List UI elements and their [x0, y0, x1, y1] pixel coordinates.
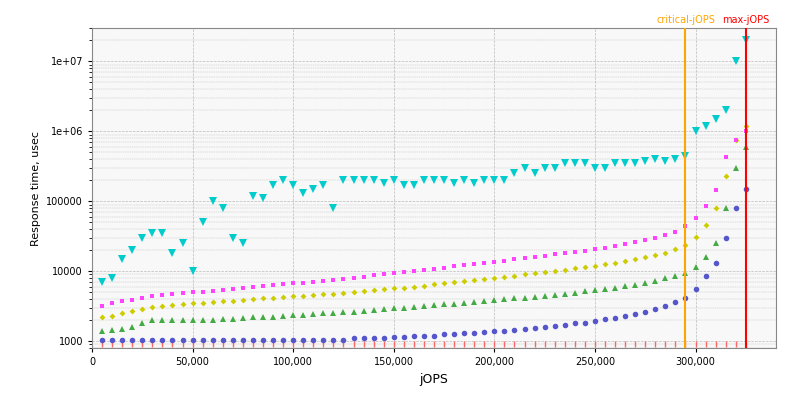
max	[248, 193, 258, 198]
Line: median: median	[99, 186, 749, 342]
90-th percentile	[288, 313, 298, 318]
max	[288, 183, 298, 188]
median	[650, 306, 660, 311]
95-th percentile	[98, 315, 107, 320]
median	[288, 337, 298, 342]
95-th percentile	[721, 174, 730, 178]
90-th percentile	[369, 308, 378, 312]
Line: 90-th percentile: 90-th percentile	[99, 144, 749, 334]
Text: critical-jOPS: critical-jOPS	[656, 15, 715, 25]
Y-axis label: Response time, usec: Response time, usec	[30, 130, 41, 246]
90-th percentile	[721, 206, 730, 210]
max	[650, 157, 660, 162]
max	[429, 178, 438, 183]
min	[288, 342, 298, 347]
90-th percentile	[98, 328, 107, 333]
99-th percentile	[741, 129, 750, 134]
99-th percentile	[369, 273, 378, 278]
median	[721, 236, 730, 240]
Line: 95-th percentile: 95-th percentile	[100, 124, 748, 319]
95-th percentile	[288, 294, 298, 299]
max	[369, 178, 378, 183]
90-th percentile	[248, 315, 258, 320]
max	[741, 38, 750, 43]
95-th percentile	[650, 253, 660, 258]
95-th percentile	[369, 288, 378, 293]
99-th percentile	[98, 304, 107, 308]
max	[721, 108, 730, 113]
Line: max: max	[98, 36, 750, 286]
99-th percentile	[650, 236, 660, 240]
95-th percentile	[248, 297, 258, 302]
99-th percentile	[288, 281, 298, 286]
Text: max-jOPS: max-jOPS	[722, 15, 770, 25]
min	[741, 342, 750, 347]
90-th percentile	[650, 278, 660, 283]
Line: 99-th percentile: 99-th percentile	[100, 129, 748, 308]
min	[650, 342, 660, 347]
min	[248, 342, 258, 347]
95-th percentile	[429, 282, 438, 287]
max	[98, 280, 107, 284]
median	[429, 333, 438, 338]
median	[369, 336, 378, 341]
90-th percentile	[741, 144, 750, 149]
median	[741, 186, 750, 191]
90-th percentile	[429, 303, 438, 308]
X-axis label: jOPS: jOPS	[419, 372, 449, 386]
min	[98, 342, 107, 347]
median	[248, 337, 258, 342]
min	[721, 342, 730, 347]
95-th percentile	[741, 124, 750, 128]
median	[98, 337, 107, 342]
99-th percentile	[721, 154, 730, 159]
99-th percentile	[248, 285, 258, 290]
min	[369, 342, 378, 347]
99-th percentile	[429, 266, 438, 271]
Line: min: min	[99, 342, 749, 347]
min	[429, 342, 438, 347]
